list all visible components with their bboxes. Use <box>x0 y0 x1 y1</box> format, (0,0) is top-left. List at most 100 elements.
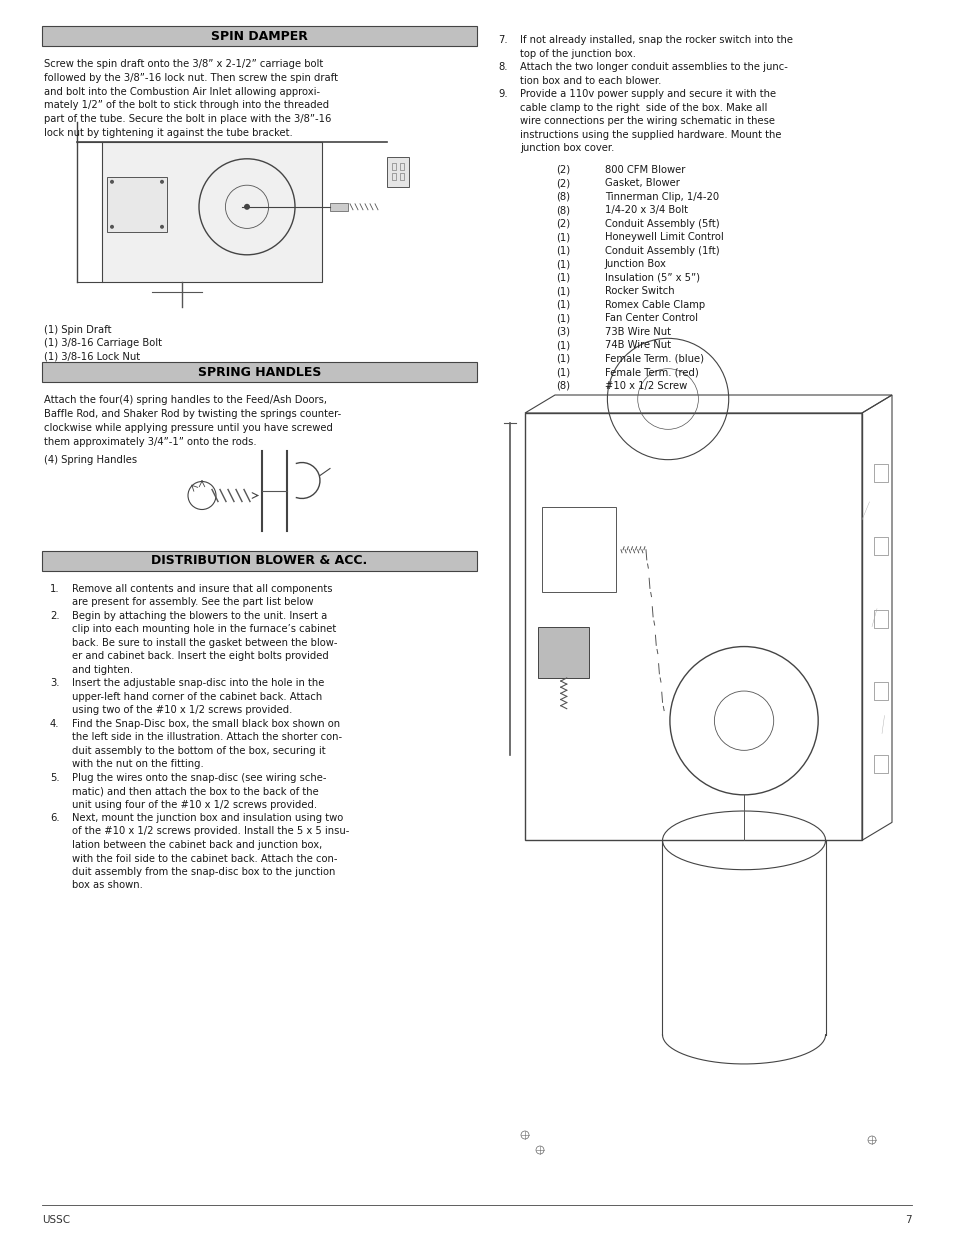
Text: Plug the wires onto the snap-disc (see wiring sche-: Plug the wires onto the snap-disc (see w… <box>71 773 326 783</box>
Text: Gasket, Blower: Gasket, Blower <box>604 178 679 188</box>
Text: top of the junction box.: top of the junction box. <box>519 48 636 58</box>
Text: Conduit Assembly (5ft): Conduit Assembly (5ft) <box>604 219 719 228</box>
Text: the left side in the illustration. Attach the shorter con-: the left side in the illustration. Attac… <box>71 732 342 742</box>
Text: junction box cover.: junction box cover. <box>519 143 614 153</box>
Circle shape <box>160 180 164 184</box>
Text: are present for assembly. See the part list below: are present for assembly. See the part l… <box>71 597 314 606</box>
Text: (1): (1) <box>556 287 569 296</box>
Text: Fan Center Control: Fan Center Control <box>604 312 698 324</box>
Circle shape <box>244 204 250 210</box>
Text: er and cabinet back. Insert the eight bolts provided: er and cabinet back. Insert the eight bo… <box>71 651 329 661</box>
Text: 2.: 2. <box>50 610 59 620</box>
Text: Conduit Assembly (1ft): Conduit Assembly (1ft) <box>604 246 719 256</box>
Text: matic) and then attach the box to the back of the: matic) and then attach the box to the ba… <box>71 785 318 797</box>
Text: (8): (8) <box>556 191 569 201</box>
Text: Find the Snap-Disc box, the small black box shown on: Find the Snap-Disc box, the small black … <box>71 719 340 729</box>
Bar <box>330 203 348 211</box>
Bar <box>541 508 616 593</box>
Text: (2): (2) <box>556 178 569 188</box>
Text: (2): (2) <box>556 219 569 228</box>
Text: Romex Cable Clamp: Romex Cable Clamp <box>604 300 704 310</box>
Text: wire connections per the wiring schematic in these: wire connections per the wiring schemati… <box>519 116 774 126</box>
Text: Female Term. (red): Female Term. (red) <box>604 367 698 377</box>
Text: Screw the spin draft onto the 3/8” x 2-1/2” carriage bolt: Screw the spin draft onto the 3/8” x 2-1… <box>44 59 323 69</box>
Text: instructions using the supplied hardware. Mount the: instructions using the supplied hardware… <box>519 130 781 140</box>
Bar <box>537 626 588 678</box>
Text: #10 x 1/2 Screw: #10 x 1/2 Screw <box>604 380 686 390</box>
Text: followed by the 3/8”-16 lock nut. Then screw the spin draft: followed by the 3/8”-16 lock nut. Then s… <box>44 73 337 83</box>
Bar <box>102 142 322 282</box>
Text: 3.: 3. <box>50 678 59 688</box>
Text: 8.: 8. <box>497 62 507 72</box>
Bar <box>399 163 403 169</box>
Text: Honeywell Limit Control: Honeywell Limit Control <box>604 232 723 242</box>
Text: 1/4-20 x 3/4 Bolt: 1/4-20 x 3/4 Bolt <box>604 205 687 215</box>
Bar <box>873 755 887 773</box>
Text: (8): (8) <box>556 380 569 390</box>
Text: Remove all contents and insure that all components: Remove all contents and insure that all … <box>71 583 333 594</box>
Bar <box>387 157 409 186</box>
Text: Baffle Rod, and Shaker Rod by twisting the springs counter-: Baffle Rod, and Shaker Rod by twisting t… <box>44 409 341 419</box>
Text: and tighten.: and tighten. <box>71 664 133 674</box>
Text: them approximately 3/4”-1” onto the rods.: them approximately 3/4”-1” onto the rods… <box>44 437 256 447</box>
Text: Attach the four(4) spring handles to the Feed/Ash Doors,: Attach the four(4) spring handles to the… <box>44 395 327 405</box>
Bar <box>107 177 167 232</box>
Text: 7.: 7. <box>497 35 507 44</box>
Text: If not already installed, snap the rocker switch into the: If not already installed, snap the rocke… <box>519 35 792 44</box>
Bar <box>399 173 403 180</box>
Text: lation between the cabinet back and junction box,: lation between the cabinet back and junc… <box>71 840 322 850</box>
Text: of the #10 x 1/2 screws provided. Install the 5 x 5 insu-: of the #10 x 1/2 screws provided. Instal… <box>71 826 349 836</box>
Text: Begin by attaching the blowers to the unit. Insert a: Begin by attaching the blowers to the un… <box>71 610 327 620</box>
Bar <box>873 610 887 627</box>
Text: USSC: USSC <box>42 1215 71 1225</box>
Text: Female Term. (blue): Female Term. (blue) <box>604 353 703 363</box>
Bar <box>392 173 395 180</box>
Text: with the nut on the fitting.: with the nut on the fitting. <box>71 760 204 769</box>
Text: Next, mount the junction box and insulation using two: Next, mount the junction box and insulat… <box>71 813 343 823</box>
Bar <box>873 682 887 700</box>
Text: duit assembly from the snap-disc box to the junction: duit assembly from the snap-disc box to … <box>71 867 335 877</box>
Text: DISTRIBUTION BLOWER & ACC.: DISTRIBUTION BLOWER & ACC. <box>152 555 367 567</box>
Text: 1.: 1. <box>50 583 59 594</box>
Text: Insulation (5” x 5”): Insulation (5” x 5”) <box>604 273 700 283</box>
Circle shape <box>110 180 113 184</box>
Text: (4) Spring Handles: (4) Spring Handles <box>44 454 137 464</box>
Text: Tinnerman Clip, 1/4-20: Tinnerman Clip, 1/4-20 <box>604 191 719 201</box>
Text: with the foil side to the cabinet back. Attach the con-: with the foil side to the cabinet back. … <box>71 853 337 863</box>
Text: 7: 7 <box>904 1215 911 1225</box>
Bar <box>42 362 477 383</box>
Text: 6.: 6. <box>50 813 59 823</box>
Text: 800 CFM Blower: 800 CFM Blower <box>604 164 684 174</box>
Text: using two of the #10 x 1/2 screws provided.: using two of the #10 x 1/2 screws provid… <box>71 705 292 715</box>
Text: Insert the adjustable snap-disc into the hole in the: Insert the adjustable snap-disc into the… <box>71 678 324 688</box>
Text: 5.: 5. <box>50 773 59 783</box>
Text: (3): (3) <box>556 326 569 336</box>
Text: (1) Spin Draft: (1) Spin Draft <box>44 325 112 335</box>
Text: (1): (1) <box>556 367 569 377</box>
Text: Attach the two longer conduit assemblies to the junc-: Attach the two longer conduit assemblies… <box>519 62 787 72</box>
Bar <box>873 464 887 483</box>
Bar <box>42 26 477 46</box>
Text: Provide a 110v power supply and secure it with the: Provide a 110v power supply and secure i… <box>519 89 776 99</box>
Text: (1) 3/8-16 Lock Nut: (1) 3/8-16 Lock Nut <box>44 352 140 362</box>
Text: clip into each mounting hole in the furnace’s cabinet: clip into each mounting hole in the furn… <box>71 624 335 634</box>
Text: 9.: 9. <box>497 89 507 99</box>
Text: 73B Wire Nut: 73B Wire Nut <box>604 326 670 336</box>
Text: cable clamp to the right  side of the box. Make all: cable clamp to the right side of the box… <box>519 103 766 112</box>
Bar <box>524 412 862 840</box>
Text: (1): (1) <box>556 340 569 350</box>
Text: tion box and to each blower.: tion box and to each blower. <box>519 75 660 85</box>
Text: (8): (8) <box>556 205 569 215</box>
Text: SPRING HANDLES: SPRING HANDLES <box>197 366 321 379</box>
Text: mately 1/2” of the bolt to stick through into the threaded: mately 1/2” of the bolt to stick through… <box>44 100 329 110</box>
Circle shape <box>160 225 164 228</box>
Text: unit using four of the #10 x 1/2 screws provided.: unit using four of the #10 x 1/2 screws … <box>71 799 316 809</box>
Text: (1): (1) <box>556 273 569 283</box>
Text: (1): (1) <box>556 259 569 269</box>
Text: (1): (1) <box>556 246 569 256</box>
Text: lock nut by tightening it against the tube bracket.: lock nut by tightening it against the tu… <box>44 128 293 138</box>
Text: Junction Box: Junction Box <box>604 259 666 269</box>
Text: back. Be sure to install the gasket between the blow-: back. Be sure to install the gasket betw… <box>71 637 337 647</box>
Text: 74B Wire Nut: 74B Wire Nut <box>604 340 670 350</box>
Text: SPIN DAMPER: SPIN DAMPER <box>211 30 308 42</box>
